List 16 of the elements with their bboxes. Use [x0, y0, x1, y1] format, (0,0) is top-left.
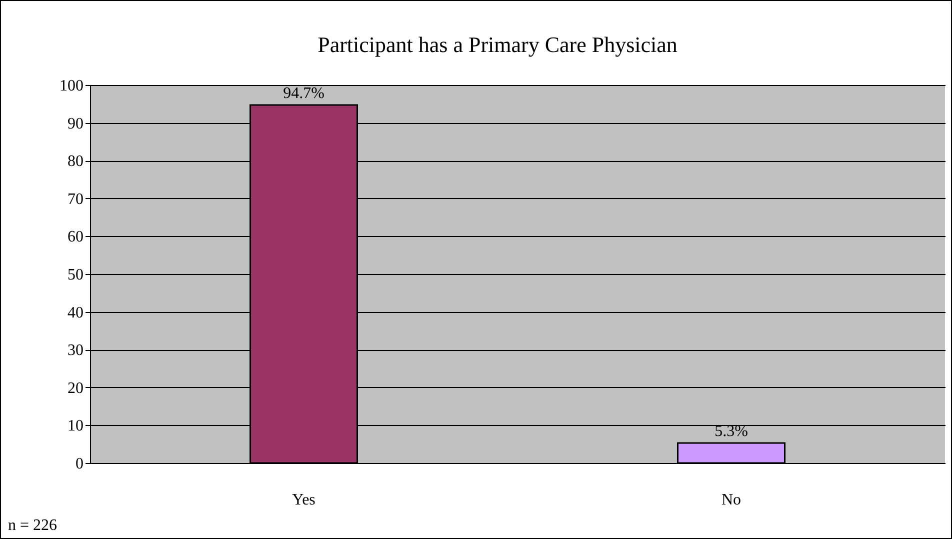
y-tick-label: 40 [68, 304, 84, 322]
y-tick-label: 80 [68, 153, 84, 170]
y-tick-label: 0 [76, 456, 84, 472]
y-tick-label: 90 [68, 115, 84, 132]
y-tick-label: 30 [68, 342, 84, 360]
x-tick-label: Yes [292, 492, 316, 508]
text: n = 226 [8, 517, 58, 534]
y-tick-label: 100 [60, 78, 84, 94]
y-tick-label: 70 [68, 190, 84, 208]
y-tick-label: 20 [68, 380, 84, 397]
chart-title: Participant has a Primary Care Physician [318, 32, 678, 57]
y-tick-label: 10 [68, 418, 84, 435]
x-tick-label: No [721, 492, 742, 508]
y-tick-label: 50 [68, 266, 84, 284]
y-tick-label: 60 [68, 228, 84, 246]
data-label: 94.7% [283, 85, 324, 102]
